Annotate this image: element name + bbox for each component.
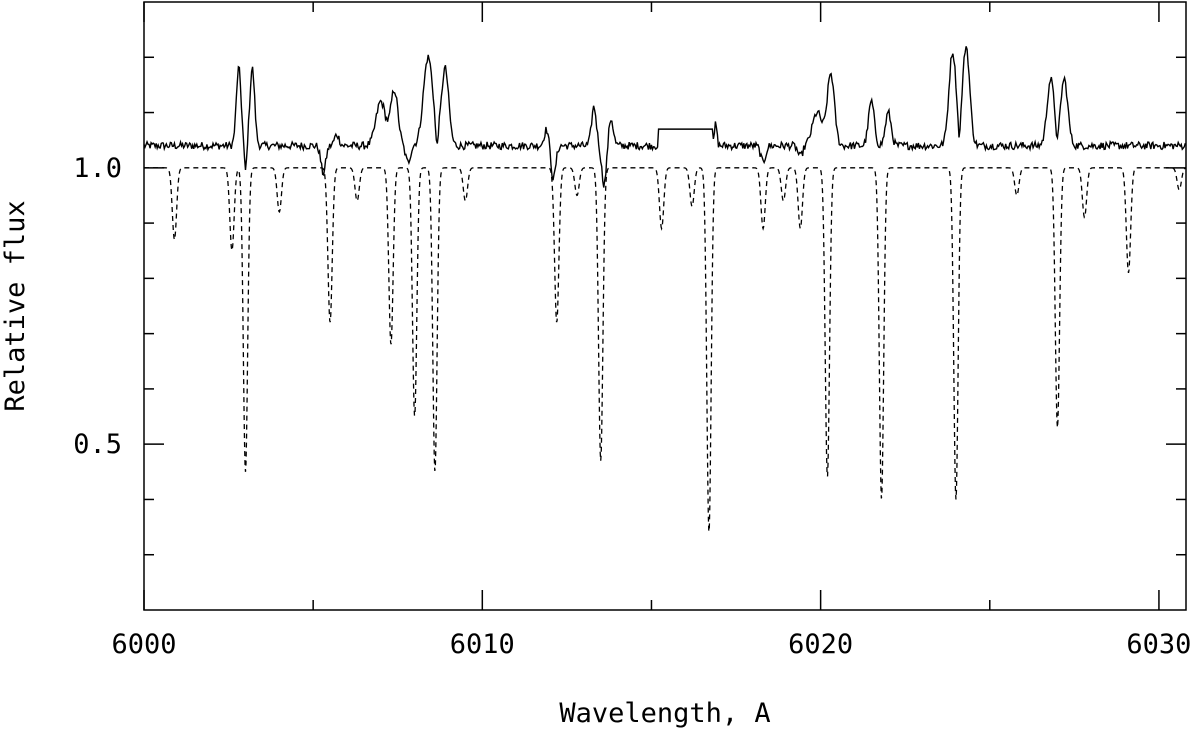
plot-frame xyxy=(143,1,1187,611)
y-axis-title: Relative flux xyxy=(0,200,31,411)
x-tick-label: 6030 xyxy=(1126,629,1191,660)
axis-ticks xyxy=(143,2,1186,610)
x-tick-label: 6000 xyxy=(111,629,176,660)
y-tick-label: 0.5 xyxy=(73,429,122,460)
x-axis-title: Wavelength, A xyxy=(559,698,770,729)
x-tick-label: 6020 xyxy=(788,629,853,660)
observed-spectrum-line xyxy=(143,46,1186,188)
series-layer xyxy=(143,46,1187,532)
synthetic-spectrum-line xyxy=(144,167,1187,532)
tick-labels: 6000 6010 6020 6030 0.5 1.0 xyxy=(73,153,1191,660)
x-tick-label: 6010 xyxy=(450,629,515,660)
y-tick-label: 1.0 xyxy=(73,153,122,184)
